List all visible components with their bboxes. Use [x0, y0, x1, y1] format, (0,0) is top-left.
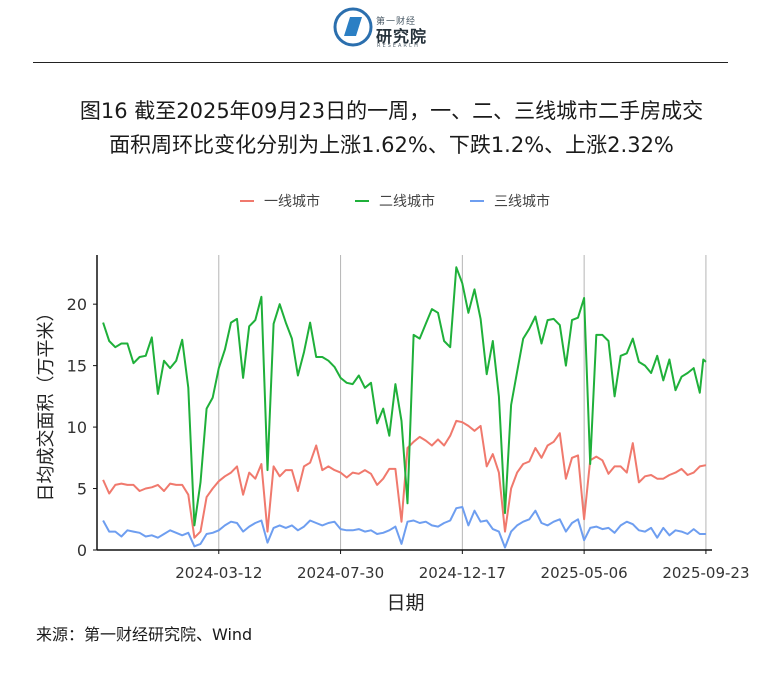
y-tick-label-3: 15 [67, 357, 87, 376]
x-tick-label-2: 2024-12-17 [419, 564, 506, 582]
logo-text-big: 研究院 [376, 27, 428, 46]
y-tick-label-0: 0 [77, 541, 87, 560]
legend-label-2: 三线城市 [494, 193, 550, 210]
series-line-2 [102, 506, 706, 549]
figure-title-line2: 面积周环比变化分别为上涨1.62%、下跌1.2%、上涨2.32% [109, 133, 674, 157]
x-tick-label-3: 2025-05-06 [541, 564, 628, 582]
series-line-1 [102, 266, 707, 527]
y-axis-title: 日均成交面积（万平米） [36, 304, 57, 502]
figure-title-line1: 图16 截至2025年09月23日的一周，一、二、三线城市二手房成交 [79, 99, 704, 123]
source-note: 来源：第一财经研究院、Wind [36, 625, 253, 644]
logo-text-small: 第一财经 [376, 17, 417, 27]
x-tick-label-0: 2024-03-12 [175, 564, 262, 582]
y-tick-label-4: 20 [67, 295, 87, 314]
logo-mark-icon [333, 7, 373, 47]
logo-text-en: RESEARCH [377, 43, 420, 49]
x-axis-title: 日期 [386, 592, 424, 614]
figure-title: 图16 截至2025年09月23日的一周，一、二、三线城市二手房成交 面积周环比… [0, 94, 783, 162]
x-tick-label-4: 2025-09-23 [662, 564, 749, 582]
x-tick-label-1: 2024-07-30 [297, 564, 384, 582]
series-line-0 [102, 419, 707, 539]
y-tick-label-1: 5 [77, 480, 87, 499]
legend-label-0: 一线城市 [264, 193, 320, 210]
logo: 第一财经 研究院 RESEARCH [332, 6, 442, 52]
y-tick-label-2: 10 [67, 418, 87, 437]
header-divider [33, 62, 728, 63]
legend-label-1: 二线城市 [379, 193, 435, 210]
chart: 0 5 10 15 20 2024-03-12 2024-07-30 2024-12-17 20… [36, 193, 750, 614]
